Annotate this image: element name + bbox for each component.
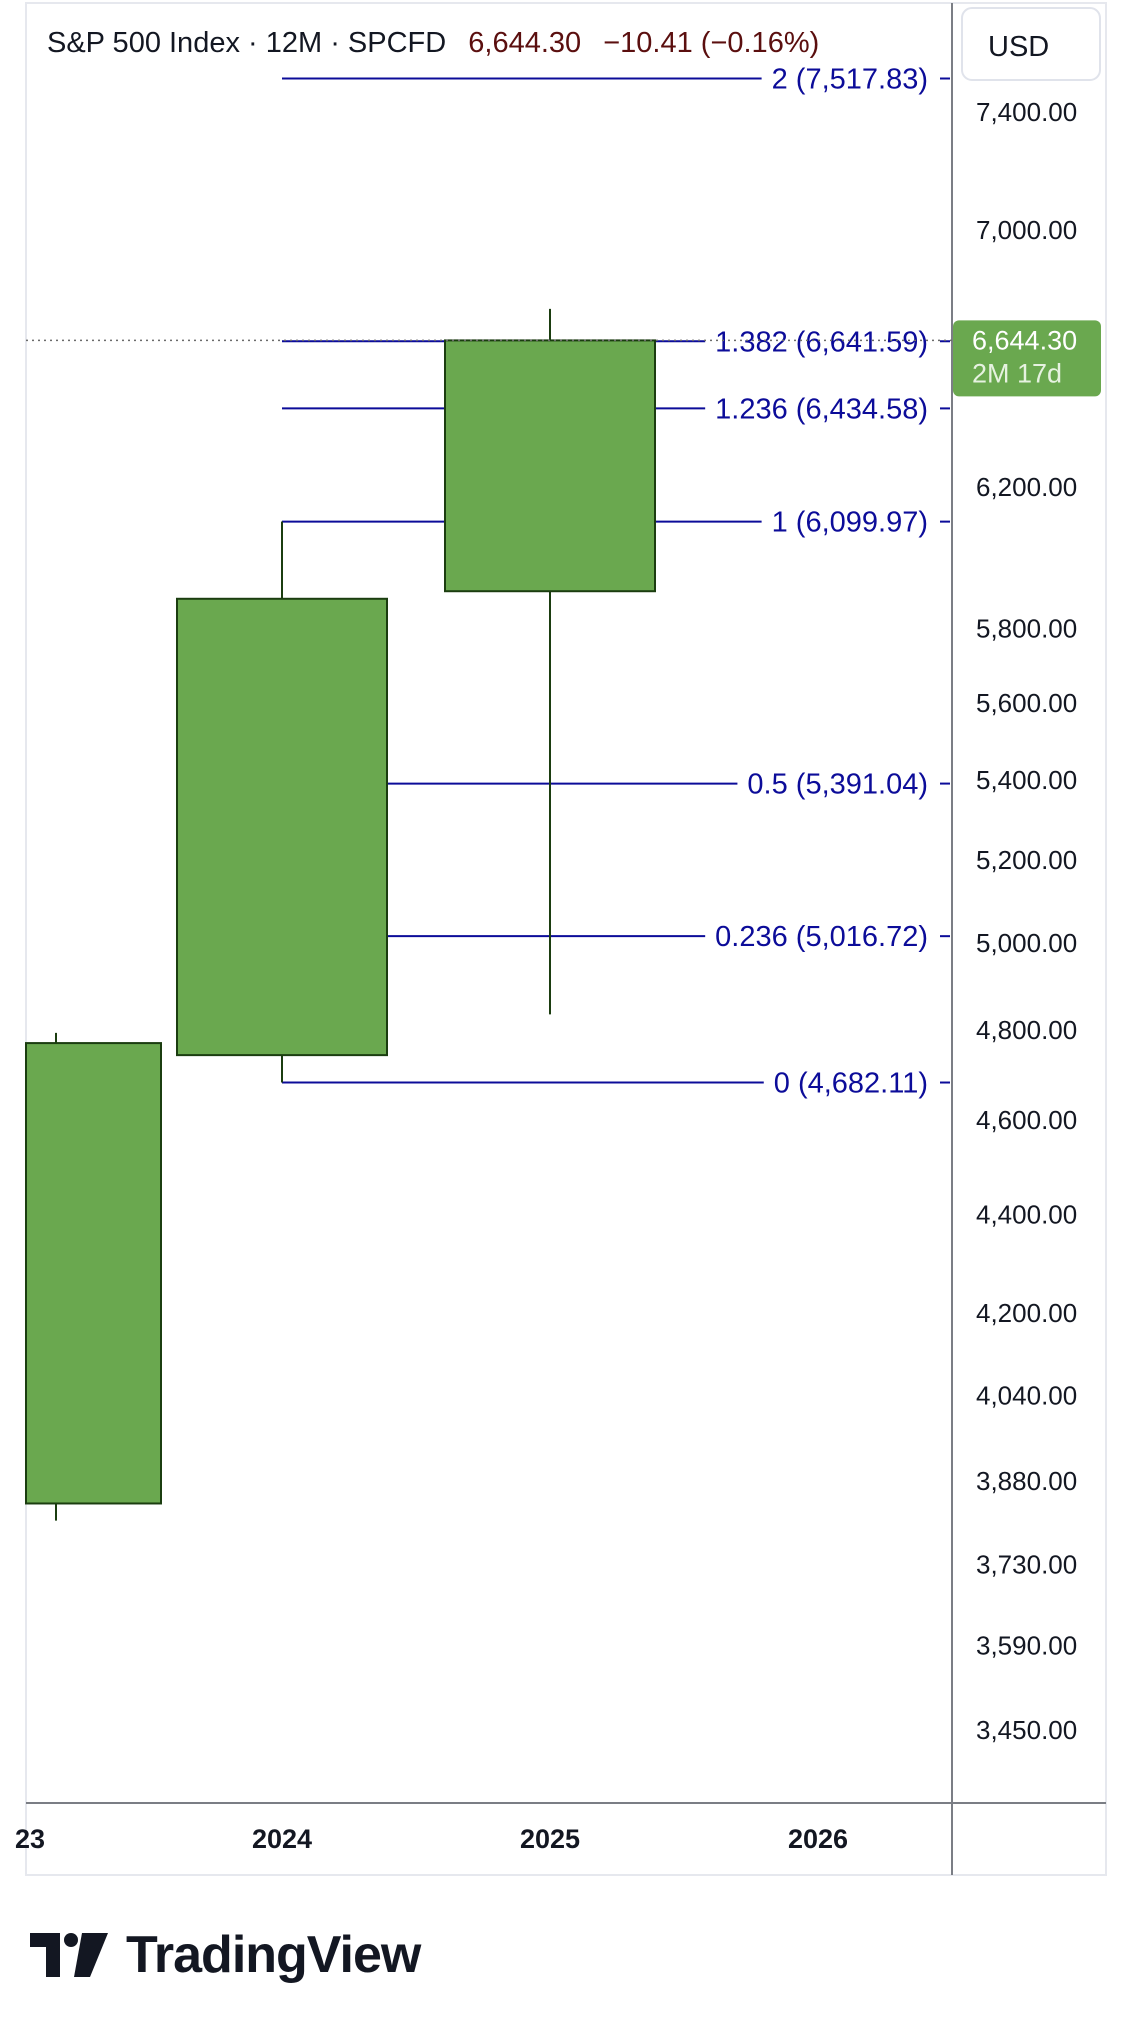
currency-label: USD (988, 31, 1049, 63)
y-tick-label: 5,800.00 (976, 614, 1077, 644)
x-tick-label: 2025 (520, 1824, 580, 1854)
x-tick-label: 2026 (788, 1824, 848, 1854)
y-tick-label: 7,400.00 (976, 97, 1077, 127)
y-tick-label: 4,200.00 (976, 1298, 1077, 1328)
price-axis[interactable]: 7,400.00 7,000.00 6,200.00 5,800.00 5,600.00… (976, 97, 1077, 1745)
x-tick-label: 23 (15, 1824, 45, 1854)
chart-frame (25, 2, 1107, 1876)
y-tick-label: 5,600.00 (976, 688, 1077, 718)
fib-label: 2 (7,517.83) (772, 64, 928, 96)
bar-countdown: 2M 17d (972, 358, 1062, 388)
y-tick-label: 4,600.00 (976, 1105, 1077, 1135)
y-tick-label: 3,450.00 (976, 1715, 1077, 1745)
fib-label: 1.236 (6,434.58) (715, 393, 928, 425)
candle-2025 (444, 308, 656, 1015)
candle-2024 (176, 521, 388, 1083)
fib-level-2: 2 (7,517.83) (282, 64, 950, 96)
y-tick-label: 4,800.00 (976, 1015, 1077, 1045)
legend-change: −10.41 (−0.16%) (603, 27, 819, 59)
tradingview-logo-icon (30, 1933, 108, 1977)
tradingview-logo[interactable]: TradingView (30, 1920, 421, 1990)
candle-2023 (25, 1032, 162, 1521)
y-tick-label: 4,040.00 (976, 1380, 1077, 1410)
time-axis[interactable]: 23 2024 2025 2026 (15, 1824, 848, 1854)
currency-button[interactable]: USD (961, 7, 1101, 81)
y-tick-label: 5,000.00 (976, 928, 1077, 958)
fib-level-1-382: 1.382 (6,641.59) (282, 326, 950, 358)
fib-level-0: 0 (4,682.11) (282, 1068, 950, 1100)
y-tick-label: 7,000.00 (976, 215, 1077, 245)
y-tick-label: 3,880.00 (976, 1466, 1077, 1496)
fib-label: 1 (6,099.97) (772, 507, 928, 539)
y-tick-label: 6,200.00 (976, 472, 1077, 502)
fib-label: 1.382 (6,641.59) (715, 326, 928, 358)
candle-body (444, 339, 656, 593)
chart-legend: S&P 500 Index · 12M · SPCFD 6,644.30 −10… (47, 27, 819, 59)
last-price-badge: 6,644.30 2M 17d (953, 320, 1101, 397)
y-tick-label: 3,730.00 (976, 1550, 1077, 1580)
y-tick-label: 5,200.00 (976, 845, 1077, 875)
candle-body (176, 597, 388, 1057)
fib-label: 0 (4,682.11) (774, 1068, 928, 1100)
x-tick-label: 2024 (252, 1824, 312, 1854)
legend-symbol: S&P 500 Index · 12M · SPCFD (47, 27, 446, 59)
fib-level-1-236: 1.236 (6,434.58) (282, 393, 950, 425)
y-tick-label: 4,400.00 (976, 1199, 1077, 1229)
y-tick-label: 5,400.00 (976, 765, 1077, 795)
chart-canvas[interactable]: 2 (7,517.83) 1.382 (6,641.59) 1.236 (6,434… (0, 0, 1130, 1900)
candles[interactable] (25, 308, 656, 1521)
fib-label: 0.236 (5,016.72) (715, 921, 928, 953)
legend-last-price: 6,644.30 (468, 27, 581, 59)
fib-label: 0.5 (5,391.04) (747, 769, 928, 801)
y-tick-label: 3,590.00 (976, 1631, 1077, 1661)
tradingview-wordmark: TradingView (126, 1926, 421, 1984)
fib-level-0-236: 0.236 (5,016.72) (282, 921, 950, 953)
last-price-value: 6,644.30 (972, 325, 1077, 355)
candle-body (25, 1042, 162, 1505)
